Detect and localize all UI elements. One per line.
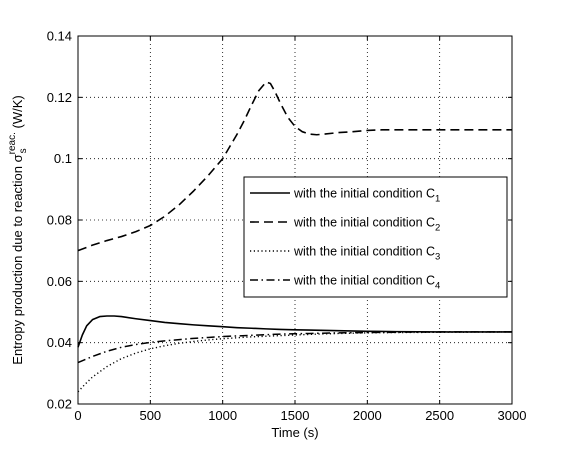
axis-ticks (77, 35, 513, 405)
y-axis-label-main: Entropy production due to reaction σ (10, 154, 25, 364)
series-line-c2 (77, 81, 512, 252)
series-line-c1 (77, 315, 512, 348)
y-tick-label: 0.04 (47, 335, 72, 350)
legend-entry-c4: with the initial condition C4 (293, 274, 440, 292)
y-axis-label: Entropy production due to reaction σsrea… (7, 95, 29, 364)
x-tick-label: 2000 (353, 408, 382, 423)
x-tick-label: 3000 (498, 408, 527, 423)
y-tick-label: 0.1 (54, 151, 72, 166)
legend-entry-c3: with the initial condition C3 (293, 245, 440, 263)
legend-box (243, 176, 508, 298)
y-axis-label-subscript: s (18, 148, 29, 153)
y-tick-label: 0.02 (47, 397, 72, 412)
y-tick-label: 0.14 (47, 29, 72, 44)
x-tick-label: 0 (74, 408, 81, 423)
series-layer (77, 81, 513, 393)
y-axis-label-superscript: reac. (7, 132, 18, 154)
legend-entry-label: with the initial condition C (293, 216, 435, 230)
y-tick-label: 0.12 (47, 90, 72, 105)
x-tick-label: 500 (139, 408, 161, 423)
y-tick-label: 0.06 (47, 274, 72, 289)
y-axis-label-unit: (W/K) (10, 95, 25, 132)
x-tick-label: 1500 (281, 408, 310, 423)
legend-entry-c2: with the initial condition C2 (293, 216, 440, 234)
legend-entry-subscript: 4 (435, 281, 440, 292)
legend-entry-subscript: 1 (435, 194, 440, 205)
series-line-c4 (77, 331, 512, 364)
legend-entry-c1: with the initial condition C1 (293, 187, 440, 205)
x-axis-label: Time (s) (271, 425, 318, 440)
legend-entry-subscript: 2 (435, 223, 440, 234)
x-tick-label: 1000 (208, 408, 237, 423)
legend-entry-label: with the initial condition C (293, 187, 435, 201)
legend-entry-label: with the initial condition C (293, 274, 435, 288)
legend-entry-label: with the initial condition C (293, 245, 435, 259)
series-line-c3 (77, 331, 513, 393)
y-tick-label: 0.08 (47, 213, 72, 228)
legend-entry-subscript: 3 (435, 252, 440, 263)
x-tick-label: 2500 (425, 408, 454, 423)
